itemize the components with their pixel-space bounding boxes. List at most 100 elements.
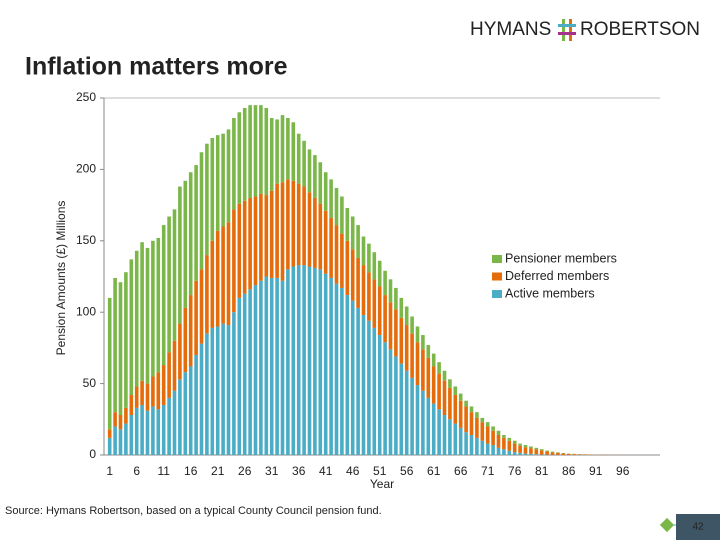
bar-segment bbox=[140, 242, 144, 381]
logo-mark bbox=[558, 19, 576, 41]
bar-segment bbox=[496, 430, 501, 436]
bar-segment bbox=[410, 333, 414, 378]
bar-segment bbox=[556, 452, 560, 455]
bar-segment bbox=[307, 266, 312, 455]
bar-segment bbox=[475, 437, 479, 455]
bar-segment bbox=[329, 217, 333, 278]
bar-segment bbox=[259, 280, 263, 455]
bar-segment bbox=[383, 295, 387, 343]
bar-segment bbox=[161, 365, 166, 406]
bar-segment bbox=[437, 373, 441, 410]
x-tick-label: 16 bbox=[184, 464, 198, 478]
bar-segment bbox=[188, 172, 193, 296]
bar-segment bbox=[453, 386, 458, 396]
bar-segment bbox=[523, 445, 528, 448]
bar-segment bbox=[367, 272, 371, 321]
bar-segment bbox=[172, 340, 177, 391]
bar-segment bbox=[156, 372, 161, 410]
bar-segment bbox=[302, 186, 306, 266]
bar-segment bbox=[307, 149, 312, 193]
y-tick-label: 250 bbox=[76, 90, 96, 104]
x-tick-label: 1 bbox=[106, 464, 113, 478]
bar-segment bbox=[118, 282, 123, 416]
bar-segment bbox=[275, 183, 279, 278]
bar-segment bbox=[361, 315, 366, 455]
bar-segment bbox=[334, 187, 339, 226]
x-tick-label: 26 bbox=[238, 464, 252, 478]
bar-segment bbox=[512, 440, 517, 444]
x-tick-label: 31 bbox=[265, 464, 279, 478]
bar-segment bbox=[242, 293, 247, 455]
bar-segment bbox=[264, 107, 269, 196]
bar-segment bbox=[226, 222, 231, 326]
bar-segment bbox=[188, 366, 193, 455]
bar-segment bbox=[421, 349, 425, 391]
bar-segment bbox=[415, 326, 420, 343]
bar-segment bbox=[550, 452, 555, 455]
bar-segment bbox=[421, 390, 425, 455]
bar-segment bbox=[178, 186, 182, 324]
bar-segment bbox=[485, 443, 490, 455]
bar-segment bbox=[404, 325, 409, 371]
bar-segment bbox=[242, 200, 247, 294]
bar-segment bbox=[350, 216, 355, 250]
bar-segment bbox=[534, 454, 539, 455]
x-tick-label: 91 bbox=[589, 464, 603, 478]
legend-swatch bbox=[492, 290, 502, 298]
bar-segment bbox=[199, 152, 204, 270]
bar-segment bbox=[431, 403, 436, 455]
bar-segment bbox=[442, 370, 447, 381]
bar-segment bbox=[340, 233, 344, 288]
bar-segment bbox=[291, 266, 296, 455]
bar-segment bbox=[264, 195, 269, 277]
bar-segment bbox=[167, 352, 171, 398]
bar-segment bbox=[259, 193, 263, 281]
bar-segment bbox=[151, 240, 155, 377]
bar-segment bbox=[448, 387, 452, 420]
bar-segment bbox=[394, 356, 398, 455]
bar-segment bbox=[448, 419, 452, 455]
bar-segment bbox=[318, 203, 323, 270]
x-tick-label: 56 bbox=[400, 464, 414, 478]
bar-segment bbox=[145, 410, 150, 455]
bar-segment bbox=[561, 453, 566, 455]
bar-segment bbox=[318, 269, 323, 455]
bar-segment bbox=[367, 243, 371, 273]
bar-segment bbox=[291, 122, 296, 181]
bar-segment bbox=[475, 417, 479, 438]
bar-segment bbox=[286, 269, 290, 455]
bar-segment bbox=[399, 317, 404, 364]
bar-segment bbox=[329, 179, 333, 218]
bar-segment bbox=[367, 320, 371, 455]
bar-segment bbox=[345, 240, 350, 296]
bar-segment bbox=[124, 407, 128, 424]
bar-segment bbox=[118, 429, 123, 455]
bar-segment bbox=[415, 385, 420, 455]
bar-segment bbox=[232, 117, 236, 210]
bar-segment bbox=[161, 405, 166, 455]
footer-diamond bbox=[659, 517, 675, 533]
bar-segment bbox=[350, 300, 355, 455]
bar-segment bbox=[226, 325, 231, 455]
x-tick-label: 71 bbox=[481, 464, 495, 478]
bar-segment bbox=[388, 279, 393, 303]
bar-segment bbox=[437, 362, 441, 374]
bar-segment bbox=[426, 345, 431, 358]
bar-segment bbox=[296, 133, 301, 184]
bar-segment bbox=[529, 446, 533, 449]
bar-segment bbox=[237, 297, 242, 455]
bar-segment bbox=[426, 357, 431, 398]
bar-segment bbox=[286, 179, 290, 270]
x-tick-label: 81 bbox=[535, 464, 549, 478]
page-box bbox=[676, 514, 720, 540]
bar-segment bbox=[383, 342, 387, 455]
bar-segment bbox=[518, 443, 522, 446]
bar-segment bbox=[469, 406, 474, 413]
x-tick-label: 86 bbox=[562, 464, 576, 478]
x-tick-label: 66 bbox=[454, 464, 468, 478]
bar-segment bbox=[377, 260, 382, 287]
bar-segment bbox=[394, 287, 398, 310]
bar-segment bbox=[491, 445, 495, 455]
bar-segment bbox=[458, 427, 463, 455]
